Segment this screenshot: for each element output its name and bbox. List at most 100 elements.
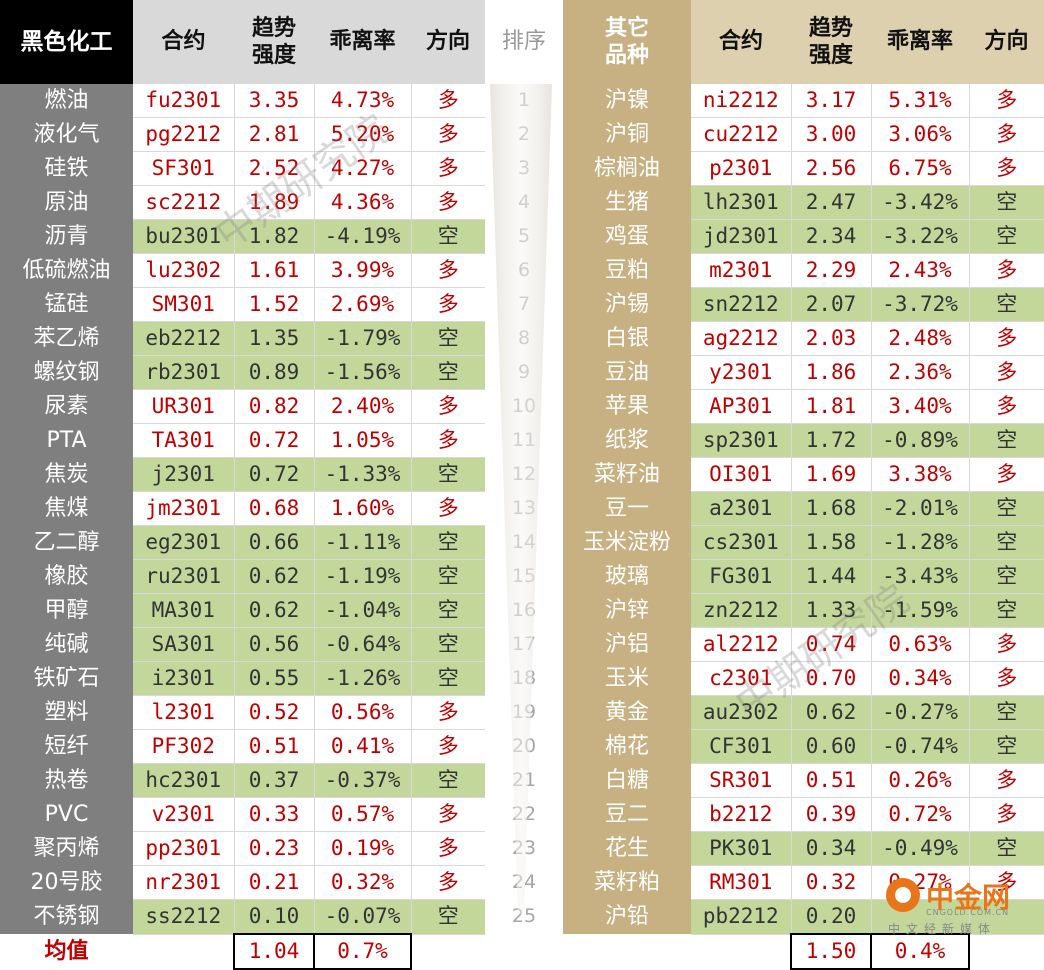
left-deviation-rate: 5.20% [313, 117, 411, 152]
right-trend-strength: 0.70 [790, 661, 871, 696]
gap [555, 151, 563, 186]
table-row: 燃油 fu2301 3.35 4.73% 多 1 沪镍 ni2212 3.17 5.31% 多 [0, 84, 1044, 118]
gap [485, 491, 493, 526]
rank-number: 18 [511, 667, 537, 689]
rank-number: 7 [517, 293, 531, 315]
gap [485, 593, 493, 628]
right-contract: SR301 [691, 763, 791, 798]
table-row: 原油 sc2212 1.89 4.36% 多 4 生猪 lh2301 2.47 -3.42% 空 [0, 185, 1044, 220]
rank-number: 17 [511, 633, 537, 655]
footer-empty [493, 934, 555, 969]
left-commodity-name: 铁矿石 [0, 661, 133, 696]
right-deviation-rate: -1.28% [870, 525, 969, 560]
right-deviation-rate: -3.42% [870, 185, 969, 220]
gap [485, 831, 493, 866]
left-commodity-name: 热卷 [0, 763, 133, 798]
gap [555, 117, 563, 152]
gap [485, 253, 493, 288]
rank-number: 1 [517, 89, 531, 112]
right-direction: 空 [968, 219, 1044, 254]
right-commodity-name: 沪镍 [563, 84, 691, 118]
gap [555, 525, 563, 560]
right-trend-strength: 1.58 [790, 525, 871, 560]
right-direction: 多 [968, 457, 1044, 492]
right-contract: PK301 [691, 831, 791, 866]
right-direction: 空 [968, 423, 1044, 458]
right-trend-strength: 0.32 [790, 865, 871, 900]
left-deviation-rate: -1.56% [313, 355, 411, 390]
gap [485, 423, 493, 458]
footer-empty [969, 934, 1044, 969]
rank-number: 8 [517, 327, 531, 349]
left-strength-average: 1.04 [233, 933, 315, 970]
left-commodity-name: 苯乙烯 [0, 321, 133, 356]
left-direction: 空 [410, 525, 485, 560]
left-deviation-rate: -1.79% [313, 321, 411, 356]
right-trend-strength: 2.34 [790, 219, 871, 254]
right-trend-strength: 0.51 [790, 763, 871, 798]
left-deviation-average: 0.7% [313, 933, 412, 970]
left-trend-strength: 0.62 [233, 559, 314, 594]
right-contract: m2301 [691, 253, 791, 288]
gap [555, 185, 563, 220]
left-deviation-rate: 0.57% [313, 797, 411, 832]
left-trend-strength: 0.52 [233, 695, 314, 730]
right-commodity-name: 豆一 [563, 491, 691, 526]
left-trend-strength: 0.56 [233, 627, 314, 662]
right-commodity-name: 白糖 [563, 763, 691, 798]
header-deviation-rate-right: 乖离率 [871, 0, 969, 84]
left-deviation-rate: -0.37% [313, 763, 411, 798]
gap [555, 865, 563, 900]
right-deviation-rate: 0.63% [870, 627, 969, 662]
gap [485, 661, 493, 696]
right-commodity-name: 黄金 [563, 695, 691, 730]
gap [555, 661, 563, 696]
right-contract: lh2301 [691, 185, 791, 220]
left-deviation-rate: -1.11% [313, 525, 411, 560]
rank-number: 21 [511, 769, 537, 791]
left-contract: ss2212 [133, 899, 234, 935]
left-direction: 多 [410, 151, 485, 186]
right-deviation-rate: 5.31% [870, 84, 969, 118]
right-trend-strength: 1.86 [790, 355, 871, 390]
left-commodity-name: 甲醇 [0, 593, 133, 628]
left-trend-strength: 0.10 [233, 899, 314, 935]
table-row: PTA TA301 0.72 1.05% 多 11 纸浆 sp2301 1.72 -0.89% 空 [0, 423, 1044, 458]
right-trend-strength: 2.29 [790, 253, 871, 288]
table-row: 低硫燃油 lu2302 1.61 3.99% 多 6 豆粕 m2301 2.29 2.43% 多 [0, 253, 1044, 288]
gap [485, 185, 493, 220]
gap [485, 763, 493, 798]
gap [485, 389, 493, 424]
gap [485, 117, 493, 152]
left-deviation-rate: 4.27% [313, 151, 411, 186]
left-contract: SA301 [133, 627, 234, 662]
rank-number: 20 [511, 735, 537, 757]
left-contract: v2301 [133, 797, 234, 832]
right-contract: RM301 [691, 865, 791, 900]
right-deviation-average: 0.4% [870, 933, 970, 970]
right-contract: FG301 [691, 559, 791, 594]
gap [555, 84, 563, 118]
right-deviation-rate [870, 899, 969, 935]
right-trend-strength: 0.62 [790, 695, 871, 730]
gap [485, 457, 493, 492]
left-direction: 空 [410, 355, 485, 390]
right-deviation-rate: 2.36% [870, 355, 969, 390]
header-left-category: 黑色化工 [0, 0, 133, 84]
gap [555, 423, 563, 458]
rank-number: 25 [511, 905, 537, 928]
table-row: 液化气 pg2212 2.81 5.20% 多 2 沪铜 cu2212 3.00 3.06% 多 [0, 117, 1044, 152]
left-trend-strength: 0.21 [233, 865, 314, 900]
left-trend-strength: 0.68 [233, 491, 314, 526]
right-direction: 多 [968, 627, 1044, 662]
left-commodity-name: 螺纹钢 [0, 355, 133, 390]
left-contract: nr2301 [133, 865, 234, 900]
header-contract-right: 合约 [691, 0, 791, 84]
left-direction: 多 [410, 865, 485, 900]
left-trend-strength: 0.23 [233, 831, 314, 866]
rank-number: 5 [517, 225, 531, 247]
left-deviation-rate: 3.99% [313, 253, 411, 288]
left-trend-strength: 0.72 [233, 457, 314, 492]
left-contract: bu2301 [133, 219, 234, 254]
